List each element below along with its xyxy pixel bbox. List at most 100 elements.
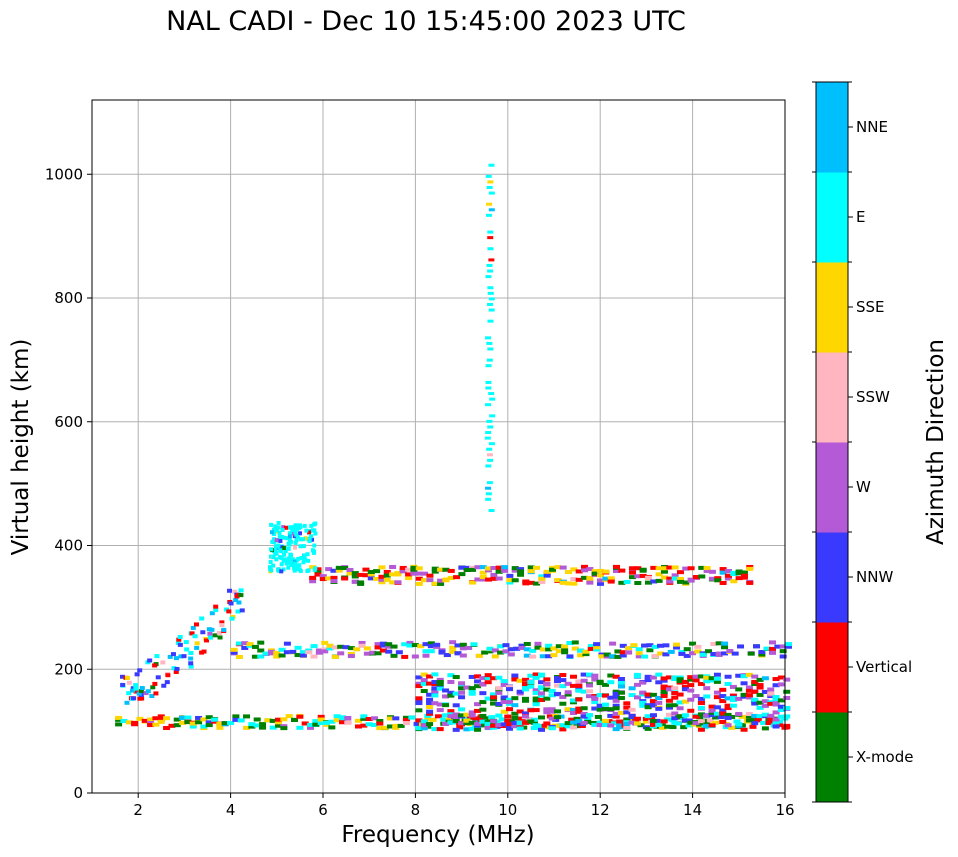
echo-mark — [617, 676, 625, 681]
echo-mark — [280, 528, 285, 533]
echo-mark — [585, 672, 593, 677]
echo-mark — [115, 715, 123, 720]
echo-mark — [587, 646, 595, 651]
echo-mark — [557, 714, 565, 719]
echo-mark — [246, 642, 254, 647]
echo-mark — [730, 572, 738, 577]
echo-mark — [274, 538, 279, 543]
echo-mark — [230, 650, 238, 655]
echo-mark — [489, 397, 496, 401]
echo-mark — [625, 646, 633, 651]
echo-mark — [447, 673, 455, 678]
echo-mark — [687, 675, 695, 680]
echo-mark — [463, 727, 471, 732]
echo-mark — [426, 697, 434, 702]
echo-mark — [437, 567, 445, 572]
echo-mark — [554, 679, 561, 684]
echo-mark — [761, 703, 769, 708]
echo-mark — [522, 698, 530, 703]
echo-mark — [301, 560, 306, 565]
echo-mark — [713, 690, 721, 695]
echo-mark — [479, 719, 487, 724]
echo-mark — [484, 336, 491, 340]
echo-mark — [721, 651, 729, 656]
echo-mark — [479, 570, 487, 575]
echo-mark — [139, 696, 145, 701]
echo-mark — [479, 707, 487, 712]
echo-mark — [696, 722, 704, 727]
echo-mark — [591, 677, 599, 682]
echo-mark — [662, 643, 670, 648]
echo-mark — [633, 674, 641, 679]
echo-mark — [463, 718, 471, 723]
echo-mark — [219, 623, 225, 628]
echo-mark — [271, 527, 276, 532]
echo-mark — [447, 690, 455, 695]
echo-mark — [570, 581, 578, 586]
echo-mark — [248, 724, 256, 729]
echo-mark — [575, 697, 583, 702]
echo-mark — [449, 645, 457, 650]
echo-mark — [183, 640, 189, 645]
echo-mark — [575, 688, 583, 693]
echo-mark — [415, 696, 423, 701]
echo-mark — [485, 380, 492, 384]
echo-mark — [738, 723, 746, 728]
echo-mark — [597, 578, 605, 583]
colorbar-segment — [816, 172, 848, 263]
echo-mark — [276, 525, 281, 530]
echo-mark — [644, 714, 652, 719]
echo-mark — [485, 364, 492, 368]
echo-mark — [713, 676, 721, 681]
echo-mark — [130, 688, 136, 693]
echo-mark — [517, 567, 525, 572]
echo-mark — [468, 720, 476, 725]
echo-mark — [433, 644, 441, 649]
x-tick-label: 8 — [411, 801, 421, 819]
echo-mark — [639, 573, 647, 578]
echo-mark — [532, 690, 540, 695]
echo-mark — [655, 572, 663, 577]
echo-mark — [459, 653, 467, 658]
echo-mark — [735, 724, 743, 729]
echo-mark — [724, 712, 732, 717]
echo-mark — [447, 693, 455, 698]
echo-mark — [157, 714, 165, 719]
echo-mark — [644, 705, 652, 710]
echo-mark — [206, 627, 212, 632]
echo-mark — [485, 431, 492, 435]
echo-mark — [253, 717, 261, 722]
echo-mark — [694, 649, 702, 654]
echo-mark — [756, 685, 764, 690]
echo-mark — [571, 646, 579, 651]
echo-mark — [650, 565, 658, 570]
echo-mark — [697, 674, 705, 679]
echo-mark — [569, 707, 577, 712]
echo-mark — [226, 609, 232, 614]
echo-mark — [617, 682, 625, 687]
echo-mark — [522, 581, 530, 586]
echo-mark — [294, 527, 299, 532]
echo-mark — [442, 694, 450, 699]
echo-mark — [487, 347, 494, 351]
echo-mark — [518, 643, 526, 648]
echo-mark — [488, 308, 495, 312]
echo-mark — [179, 715, 187, 720]
echo-mark — [170, 652, 176, 657]
echo-mark — [533, 565, 541, 570]
echo-mark — [703, 713, 711, 718]
echo-mark — [157, 719, 165, 724]
echo-mark — [299, 555, 304, 560]
echo-mark — [628, 566, 636, 571]
echo-mark — [493, 719, 501, 724]
echo-mark — [411, 654, 419, 659]
echo-mark — [635, 654, 643, 659]
echo-mark — [623, 725, 631, 730]
echo-mark — [593, 647, 601, 652]
echo-mark — [312, 522, 317, 527]
echo-mark — [623, 705, 631, 710]
echo-mark — [523, 653, 531, 658]
echo-mark — [485, 486, 492, 490]
echo-mark — [270, 539, 275, 544]
echo-mark — [644, 580, 652, 585]
